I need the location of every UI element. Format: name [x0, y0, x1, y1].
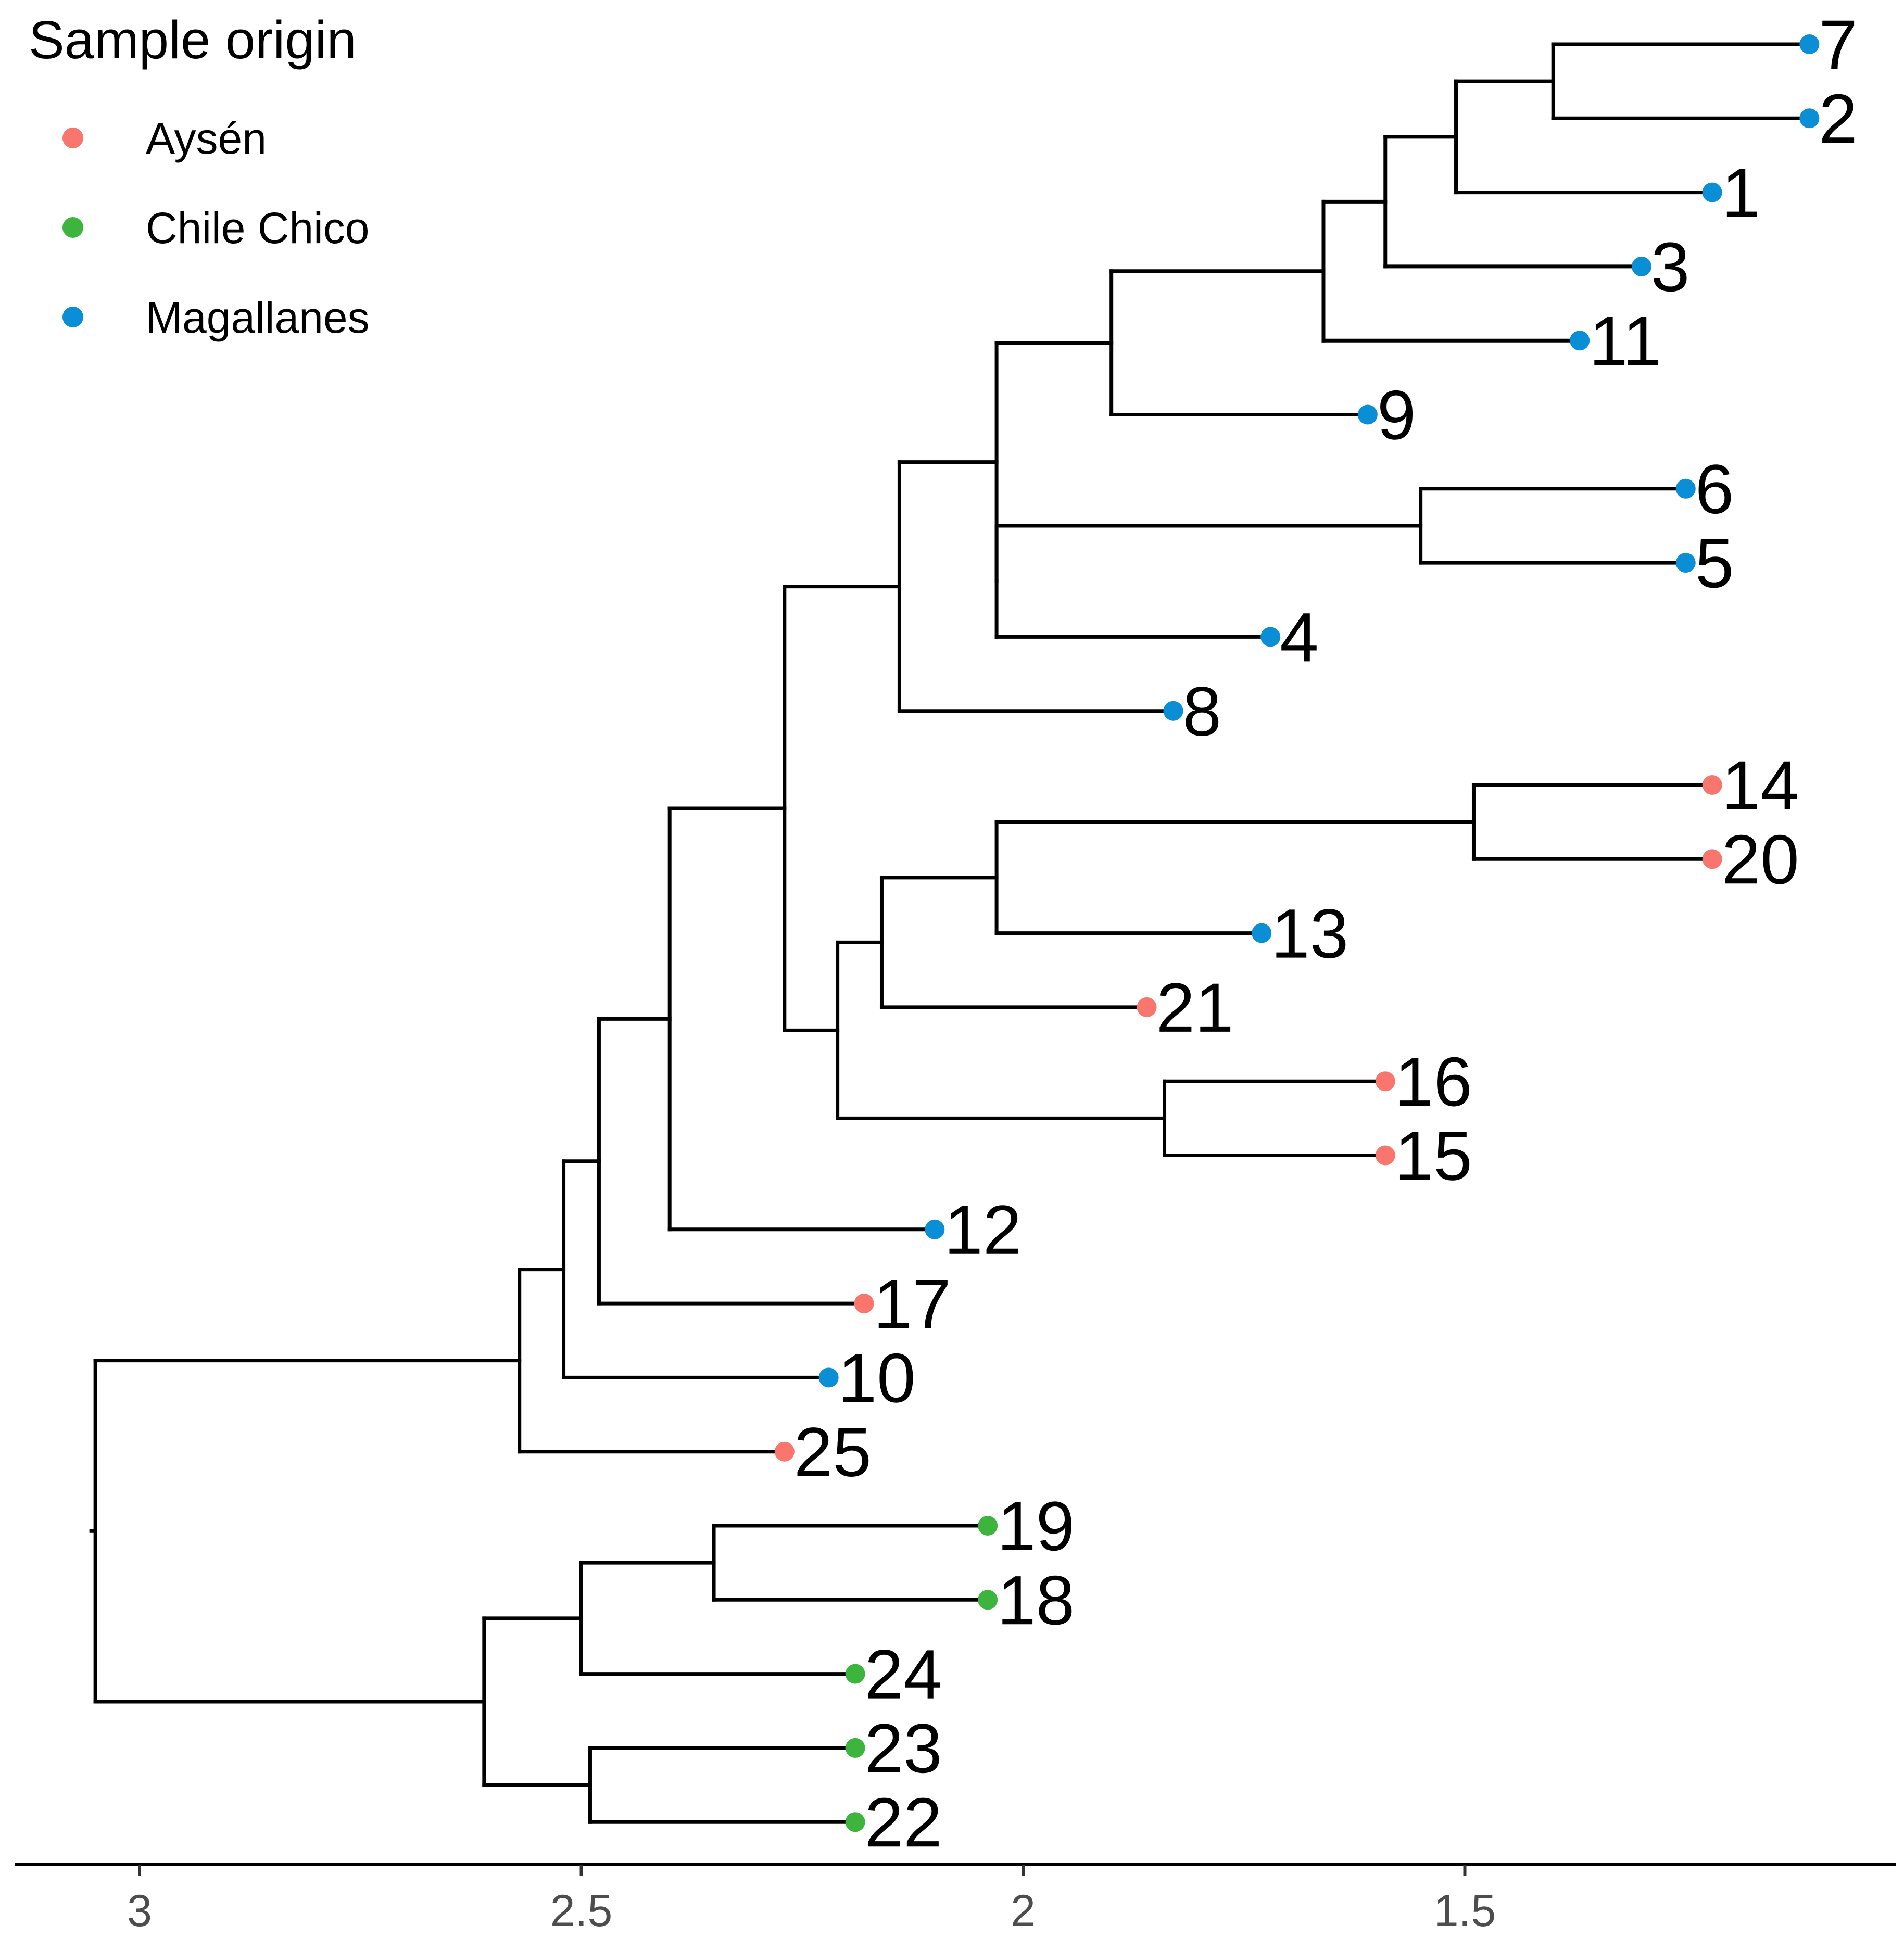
leaf-label-13: 13 — [1271, 895, 1348, 973]
legend-entries: Aysén Chile Chico Magallanes — [62, 114, 370, 342]
leaf-label-14: 14 — [1722, 747, 1799, 825]
legend-key-aysen — [62, 128, 83, 148]
leaf-point-25 — [774, 1441, 795, 1462]
leaf-label-2: 2 — [1819, 80, 1858, 158]
leaf-label-15: 15 — [1395, 1118, 1472, 1195]
leaf-point-17 — [854, 1294, 874, 1314]
leaf-label-22: 22 — [865, 1784, 942, 1861]
leaf-point-13 — [1252, 923, 1272, 943]
leaf-label-12: 12 — [944, 1192, 1022, 1269]
leaf-point-1 — [1702, 182, 1722, 202]
leaf-point-23 — [845, 1738, 865, 1758]
leaf-point-14 — [1702, 775, 1722, 795]
x-tick-label-3: 1.5 — [1434, 1886, 1496, 1936]
leaf-label-10: 10 — [838, 1339, 916, 1417]
legend-label-magallanes: Magallanes — [146, 293, 370, 342]
leaf-point-5 — [1675, 553, 1696, 573]
leaf-point-19 — [978, 1516, 998, 1536]
leaf-point-3 — [1631, 256, 1651, 276]
leaf-label-9: 9 — [1377, 377, 1416, 454]
leaf-point-22 — [845, 1812, 865, 1832]
leaf-label-3: 3 — [1651, 229, 1690, 306]
leaf-point-2 — [1799, 108, 1820, 129]
x-axis: 3 2.5 2 1.5 — [15, 1863, 1896, 1936]
leaf-label-8: 8 — [1182, 673, 1221, 751]
leaf-points — [774, 34, 1820, 1832]
legend-title: Sample origin — [29, 10, 357, 70]
leaf-point-11 — [1570, 331, 1590, 351]
leaf-label-19: 19 — [997, 1488, 1075, 1565]
leaf-point-8 — [1163, 701, 1183, 721]
legend: Sample origin Aysén Chile Chico Magallanes — [29, 10, 370, 342]
x-tick-label-1: 2.5 — [550, 1886, 613, 1936]
tree-branches — [89, 42, 1811, 1824]
leaf-point-16 — [1375, 1071, 1395, 1092]
leaf-label-18: 18 — [997, 1562, 1075, 1639]
leaf-labels: 7213119654814201321161512171025191824232… — [794, 6, 1858, 1861]
leaf-label-17: 17 — [874, 1265, 951, 1343]
leaf-label-24: 24 — [865, 1636, 942, 1714]
legend-label-chile-chico: Chile Chico — [146, 204, 370, 252]
legend-key-chile-chico — [62, 217, 83, 238]
leaf-label-21: 21 — [1156, 969, 1234, 1047]
leaf-label-11: 11 — [1589, 302, 1661, 380]
leaf-point-18 — [978, 1590, 998, 1610]
x-axis-ticks: 3 2.5 2 1.5 — [127, 1865, 1496, 1936]
leaf-label-6: 6 — [1695, 451, 1734, 528]
x-tick-label-2: 2 — [1011, 1886, 1036, 1936]
leaf-point-7 — [1799, 34, 1820, 54]
legend-label-aysen: Aysén — [146, 114, 267, 163]
leaf-label-23: 23 — [865, 1710, 942, 1788]
leaf-point-24 — [845, 1664, 865, 1684]
leaf-point-21 — [1137, 997, 1157, 1017]
leaf-label-5: 5 — [1695, 525, 1734, 602]
leaf-label-1: 1 — [1722, 155, 1761, 232]
leaf-label-4: 4 — [1280, 599, 1319, 676]
leaf-point-4 — [1260, 627, 1281, 647]
leaf-point-15 — [1375, 1145, 1395, 1166]
leaf-label-25: 25 — [794, 1414, 872, 1491]
leaf-point-12 — [925, 1219, 945, 1239]
leaf-point-20 — [1702, 849, 1722, 869]
leaf-point-6 — [1675, 478, 1696, 499]
x-tick-label-0: 3 — [127, 1886, 152, 1936]
leaf-label-20: 20 — [1722, 821, 1799, 898]
leaf-label-16: 16 — [1395, 1043, 1472, 1121]
leaf-label-7: 7 — [1819, 6, 1858, 84]
legend-key-magallanes — [62, 307, 83, 327]
leaf-point-9 — [1357, 404, 1378, 425]
leaf-point-10 — [818, 1367, 839, 1388]
